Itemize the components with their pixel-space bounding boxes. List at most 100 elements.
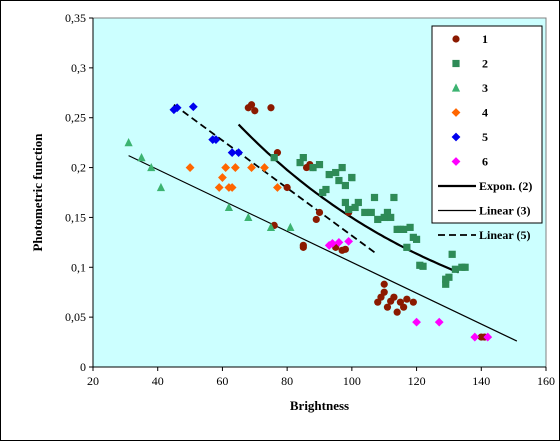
series-4	[185, 163, 282, 192]
data-point	[124, 138, 133, 147]
data-point	[400, 225, 408, 233]
legend-box	[431, 25, 543, 224]
data-point	[403, 243, 411, 251]
legend-marker	[451, 108, 461, 117]
legend: 1 2 3 4 5 6 Expon. (2) Linear (3) Linear (5)	[431, 25, 543, 242]
legend-label: Linear (5)	[479, 228, 530, 242]
data-point	[218, 173, 227, 182]
axes: 20 40 60 80 100 120 140 160 0 0,05 0,1 0,15 0,2 0,25 0…	[65, 11, 555, 388]
data-point	[409, 298, 417, 306]
data-point	[251, 107, 259, 115]
data-point	[230, 163, 240, 172]
data-point	[283, 183, 291, 192]
legend-marker	[451, 83, 461, 92]
data-point	[345, 205, 353, 214]
data-point	[341, 245, 349, 253]
data-points	[124, 101, 493, 342]
data-point	[351, 203, 359, 212]
legend-label: 2	[482, 57, 488, 71]
y-tick-label: 0,35	[65, 11, 86, 25]
data-point	[390, 293, 398, 301]
data-point	[227, 183, 237, 192]
x-tick-label: 80	[281, 374, 293, 388]
data-point	[335, 176, 343, 185]
series-3	[124, 138, 295, 231]
data-point	[412, 235, 421, 243]
data-point	[270, 154, 278, 162]
legend-marker	[452, 59, 460, 68]
x-tick-label: 160	[537, 374, 555, 388]
data-point	[214, 183, 224, 192]
data-point	[172, 103, 182, 113]
data-point	[328, 238, 337, 248]
data-point	[309, 163, 317, 172]
data-point	[185, 163, 195, 172]
trendline	[173, 104, 376, 254]
data-point	[393, 308, 401, 316]
data-point	[387, 213, 395, 222]
y-tick-label: 0,1	[71, 260, 86, 274]
data-point	[442, 275, 450, 283]
data-point	[403, 295, 411, 303]
legend-marker	[451, 132, 461, 142]
data-point	[273, 183, 282, 192]
data-point	[247, 163, 256, 172]
x-tick-label: 60	[216, 374, 228, 388]
y-tick-label: 0,05	[65, 310, 86, 324]
data-point	[367, 208, 375, 217]
data-point	[156, 182, 166, 192]
series-5	[169, 102, 244, 158]
data-point	[247, 101, 256, 109]
data-point	[244, 212, 253, 222]
data-point	[470, 332, 480, 342]
data-point	[221, 163, 231, 172]
data-point	[448, 250, 456, 258]
data-point	[483, 332, 493, 342]
data-point	[211, 135, 221, 145]
series-6	[324, 236, 493, 342]
data-point	[234, 148, 244, 158]
data-point	[354, 198, 362, 207]
legend-label: Linear (3)	[479, 204, 530, 218]
data-point	[380, 213, 388, 222]
trendline	[128, 155, 518, 342]
legend-label: Expon. (2)	[479, 179, 532, 193]
data-point	[390, 193, 398, 202]
data-point	[370, 193, 379, 202]
y-tick-label: 0	[80, 360, 86, 374]
x-tick-label: 120	[408, 374, 426, 388]
data-point	[383, 303, 392, 311]
data-point	[267, 104, 275, 112]
data-point	[260, 163, 269, 172]
x-tick-label: 40	[152, 374, 164, 388]
data-point	[434, 317, 444, 327]
legend-marker	[452, 35, 460, 43]
data-point	[338, 163, 346, 172]
y-tick-label: 0,3	[71, 61, 86, 75]
data-point	[312, 215, 320, 224]
data-point	[361, 208, 369, 217]
data-point	[344, 236, 354, 246]
data-point	[266, 222, 276, 231]
data-point	[380, 288, 388, 296]
data-point	[374, 215, 382, 224]
data-point	[332, 168, 340, 177]
data-point	[341, 198, 349, 207]
data-point	[400, 303, 408, 311]
y-tick-label: 0,2	[71, 161, 86, 175]
data-point	[322, 185, 330, 194]
legend-marker	[451, 157, 461, 166]
data-point	[224, 202, 233, 212]
data-point	[315, 160, 324, 169]
y-axis-title: Photometric function	[30, 133, 45, 252]
legend-label: 3	[482, 81, 488, 95]
data-point	[188, 102, 198, 112]
y-tick-label: 0,25	[65, 111, 86, 125]
x-tick-label: 140	[472, 374, 490, 388]
x-tick-label: 100	[343, 374, 361, 388]
y-tick-label: 0,15	[65, 210, 86, 224]
data-point	[315, 208, 324, 217]
data-point	[137, 153, 146, 162]
data-point	[299, 154, 307, 162]
